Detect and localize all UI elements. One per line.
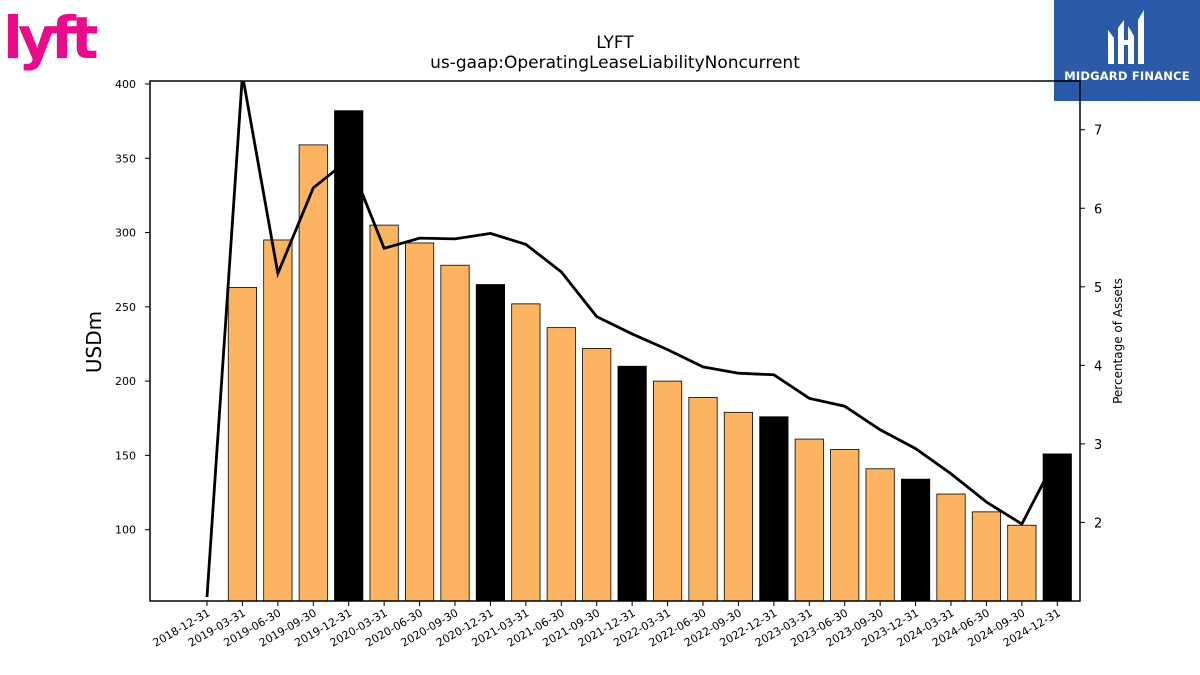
bar-2022-06-30: [688, 397, 718, 602]
bar-2023-03-31: [794, 438, 824, 602]
bar-2019-09-30: [298, 144, 328, 602]
y-tick-label: 400: [115, 78, 136, 91]
lyft-logo-text: lyft: [3, 4, 98, 72]
y2-axis-label: Percentage of Assets: [1111, 278, 1125, 404]
y2-tick-label: 5: [1094, 281, 1102, 296]
y-tick-label: 250: [115, 301, 136, 314]
bar-2020-12-31: [475, 284, 506, 602]
bar-2019-03-31: [227, 287, 257, 602]
y-axis-label: USDm: [82, 311, 106, 373]
bar-2022-12-31: [759, 416, 789, 602]
y2-tick-label: 3: [1094, 438, 1102, 453]
bar-2021-09-30: [582, 348, 612, 602]
bar-2024-09-30: [1007, 524, 1037, 602]
bar-2023-06-30: [830, 449, 860, 602]
plot-frame: [149, 80, 1081, 602]
y2-tick-label: 6: [1094, 202, 1102, 217]
chart-title: LYFT: [596, 33, 634, 53]
bar-2019-06-30: [263, 239, 293, 602]
y-tick-label: 350: [115, 152, 136, 165]
bar-2021-12-31: [617, 365, 647, 602]
bar-2024-12-31: [1042, 453, 1072, 602]
y-tick-label: 150: [115, 449, 136, 462]
bar-2024-06-30: [971, 511, 1002, 602]
y-tick-label: 200: [115, 375, 136, 388]
y2-tick-label: 4: [1094, 359, 1102, 374]
y-tick-label: 100: [115, 524, 136, 537]
lyft-logo: lyft: [0, 0, 106, 76]
bar-2020-03-31: [369, 224, 399, 602]
chart-subtitle: us-gaap:OperatingLeaseLiabilityNoncurren…: [430, 53, 800, 73]
bar-2021-03-31: [511, 303, 541, 602]
y2-tick-label: 7: [1094, 124, 1102, 139]
bar-2022-03-31: [653, 380, 683, 602]
bar-2019-12-31: [334, 110, 364, 602]
bar-2022-09-30: [723, 411, 754, 602]
bar-2020-06-30: [404, 242, 435, 602]
bar-2021-06-30: [546, 327, 576, 602]
midgard-finance-label: MIDGARD FINANCE: [1064, 69, 1190, 83]
bar-2024-03-31: [936, 493, 966, 602]
percentage-line: [205, 81, 1059, 598]
y-tick-label: 300: [115, 227, 136, 240]
bar-2023-09-30: [865, 468, 895, 602]
y2-tick-label: 2: [1094, 516, 1102, 531]
bar-2020-09-30: [440, 264, 470, 602]
midgard-finance-logo: MIDGARD FINANCE: [1054, 0, 1200, 101]
midgard-emblem-icon: [1108, 10, 1144, 64]
bar-2023-12-31: [901, 478, 931, 602]
